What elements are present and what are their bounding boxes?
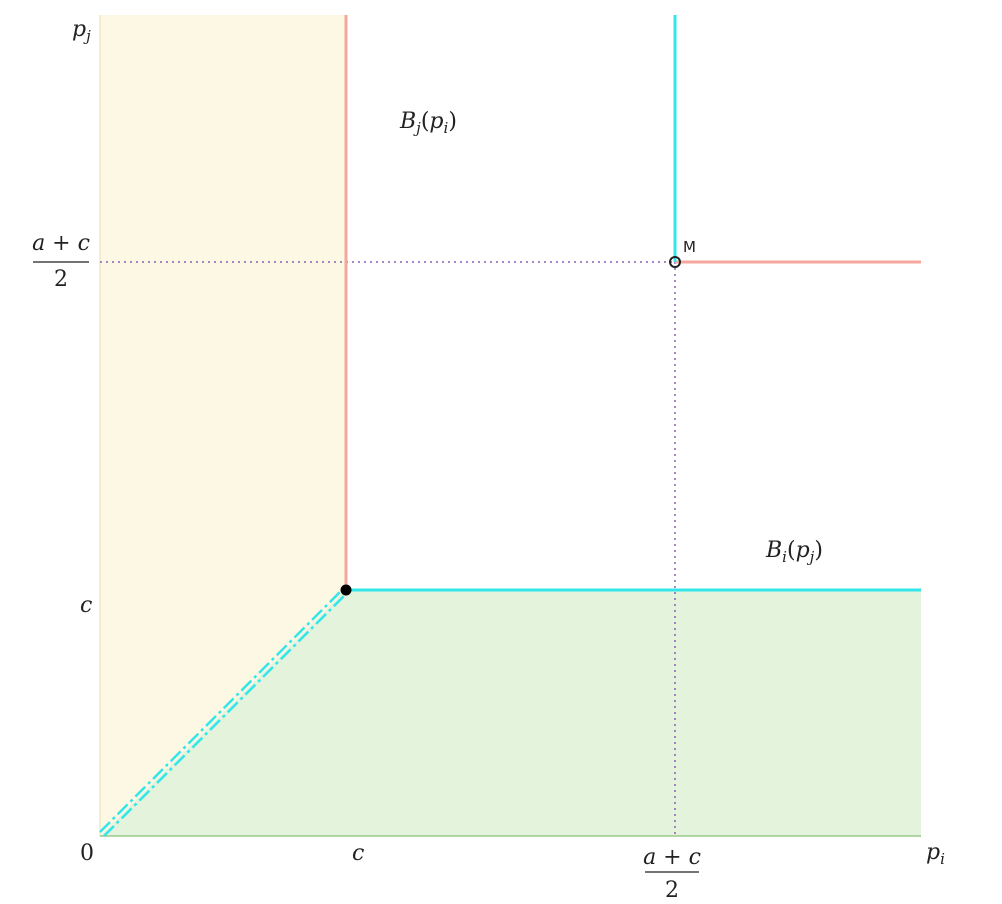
x-tick-half-denominator: 2	[665, 878, 679, 903]
y-tick-half-numerator: a + c	[32, 231, 90, 256]
y-tick-half: a + c 2	[32, 231, 90, 292]
x-tick-half-numerator: a + c	[643, 845, 701, 870]
region-green	[100, 590, 921, 836]
nash-equilibrium-point	[340, 584, 352, 596]
x-axis-label: pi	[926, 840, 945, 868]
origin-label: 0	[80, 841, 94, 866]
bj-label: Bj(pi)	[399, 109, 457, 137]
monopoly-point-label: M	[683, 238, 696, 256]
bi-label: Bi(pj)	[765, 538, 823, 566]
monopoly-point	[669, 256, 681, 268]
y-tick-half-denominator: 2	[54, 267, 68, 292]
x-tick-c: c	[352, 841, 364, 866]
y-axis-label: pj	[72, 17, 91, 45]
x-tick-half: a + c 2	[643, 845, 701, 903]
y-tick-c: c	[80, 593, 92, 618]
diagonal-dashdot-a	[99, 588, 344, 833]
diagonal-dashdot-b	[103, 592, 348, 837]
